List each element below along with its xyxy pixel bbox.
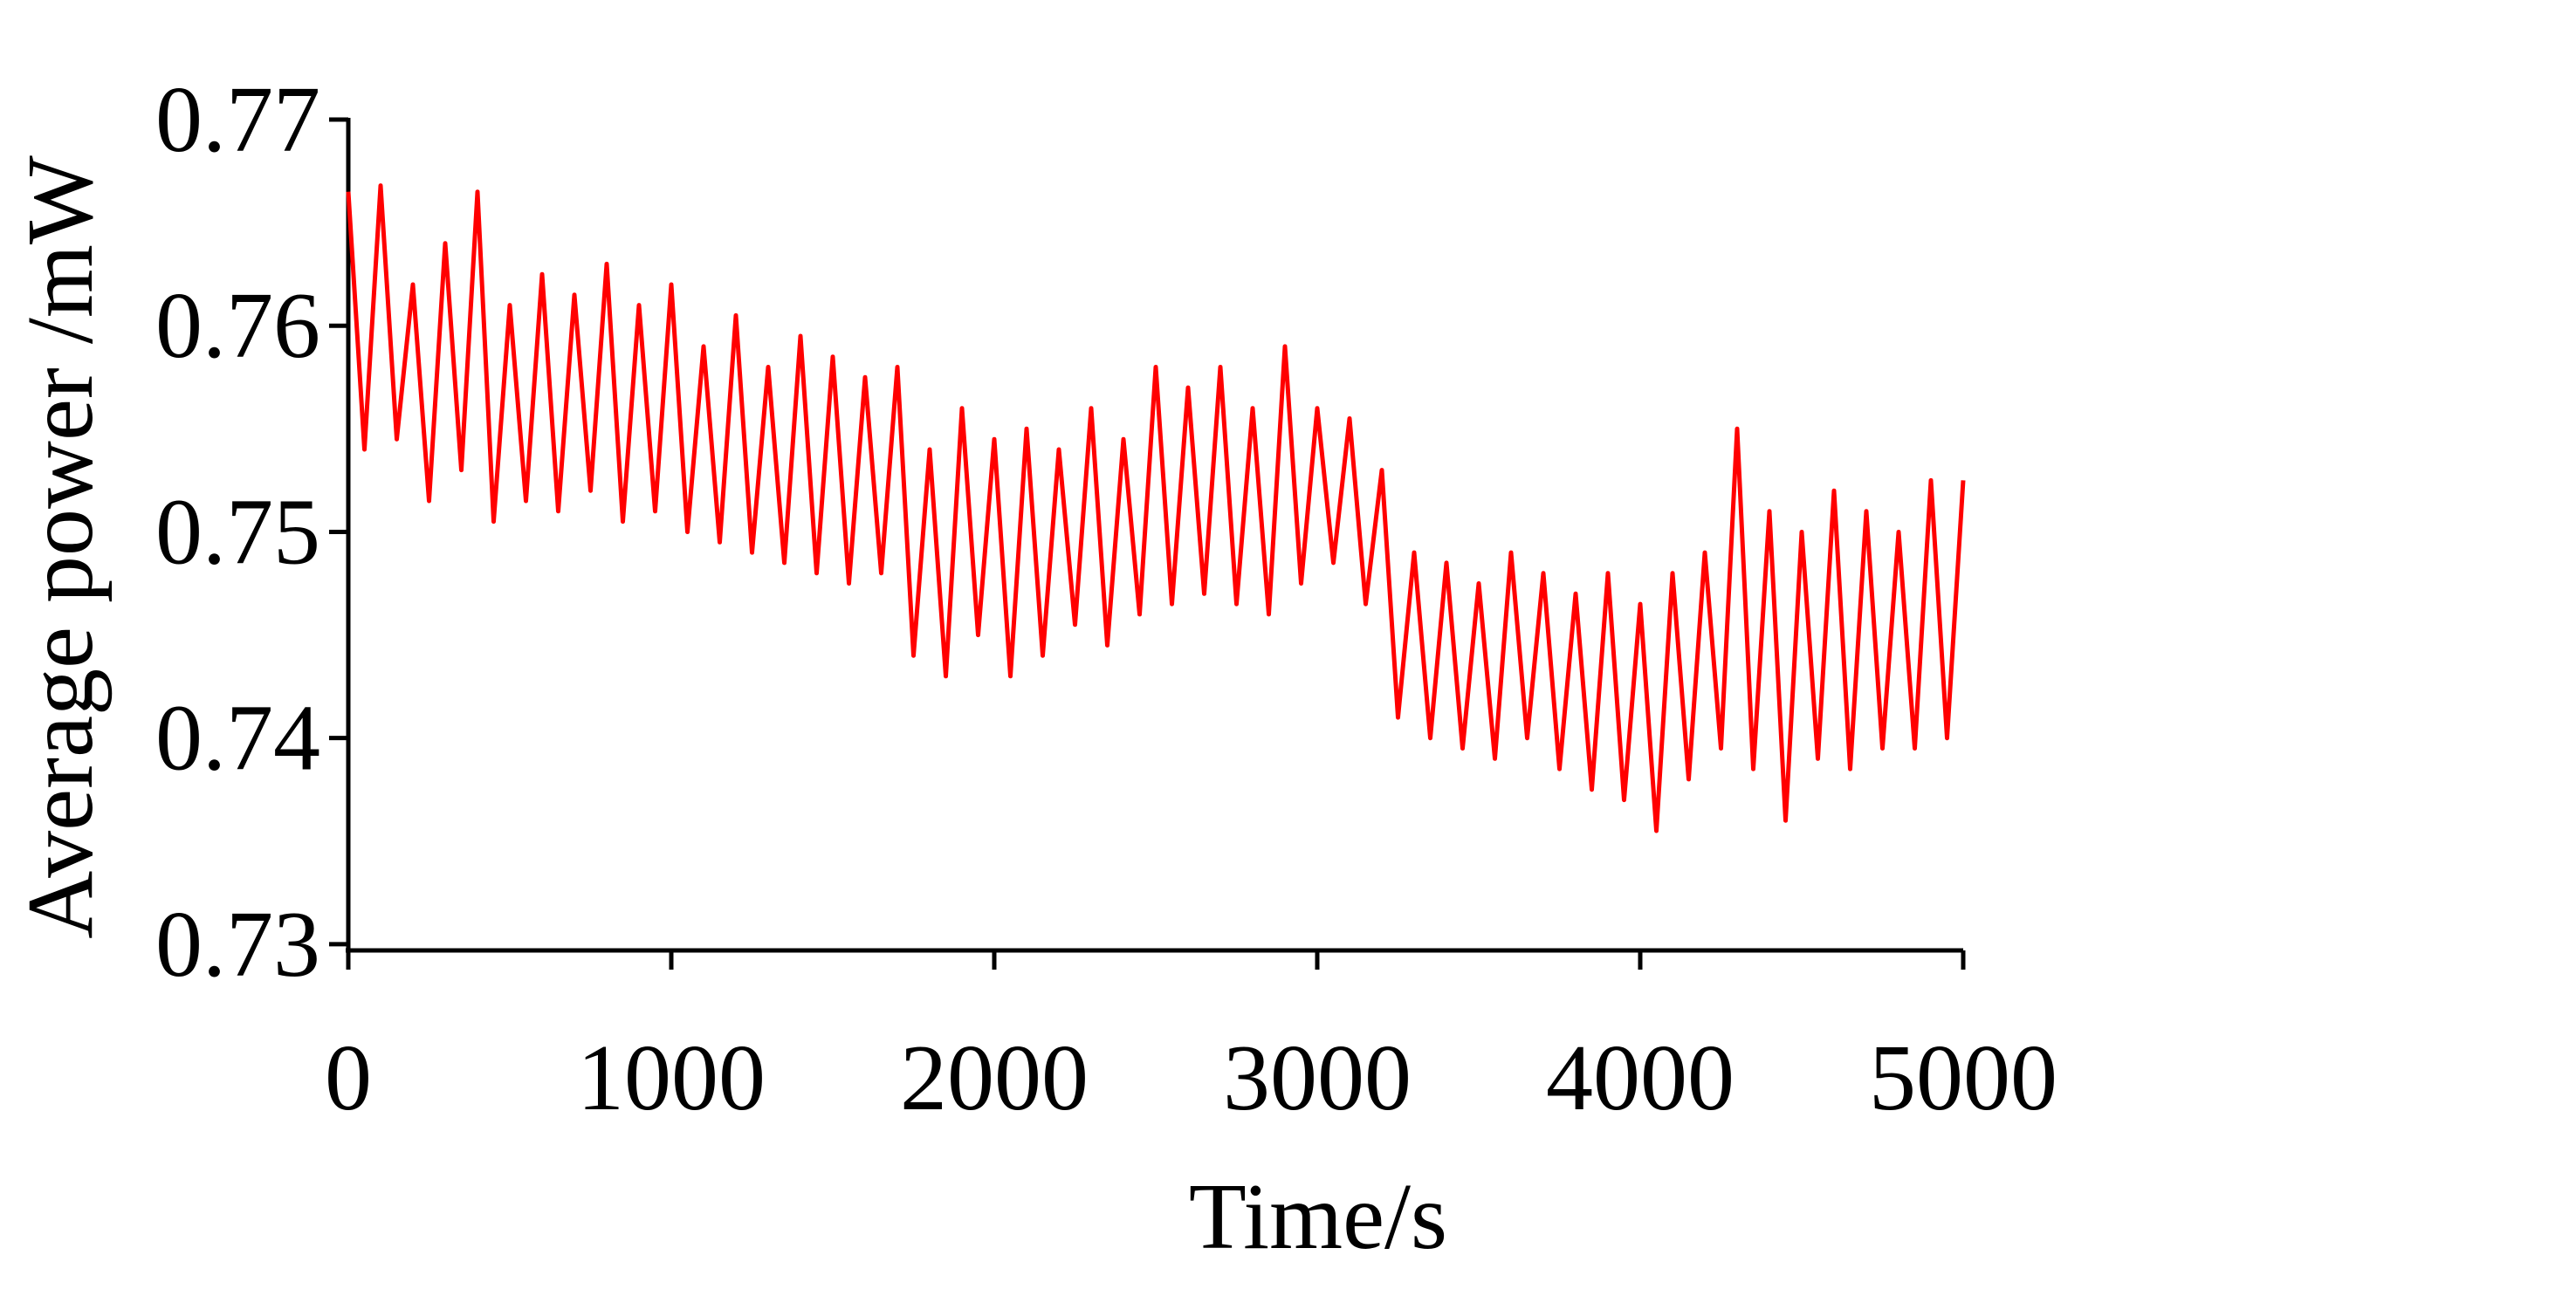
x-tick-label: 0 xyxy=(325,1026,372,1130)
x-tick-label: 4000 xyxy=(1546,1026,1735,1130)
y-tick-label: 0.77 xyxy=(155,68,320,172)
x-axis-title: Time/s xyxy=(1189,1165,1447,1269)
data-line xyxy=(346,183,1966,833)
x-tick-label: 1000 xyxy=(577,1026,766,1130)
y-tick-label: 0.73 xyxy=(155,893,320,997)
x-tick-label: 5000 xyxy=(1869,1026,2057,1130)
x-tick-label: 2000 xyxy=(900,1026,1089,1130)
y-tick-label: 0.75 xyxy=(155,480,320,584)
y-axis-title: Average power /mW xyxy=(9,155,113,939)
y-tick-label: 0.74 xyxy=(155,687,320,791)
x-tick-label: 3000 xyxy=(1223,1026,1412,1130)
y-tick-label: 0.76 xyxy=(155,274,320,378)
